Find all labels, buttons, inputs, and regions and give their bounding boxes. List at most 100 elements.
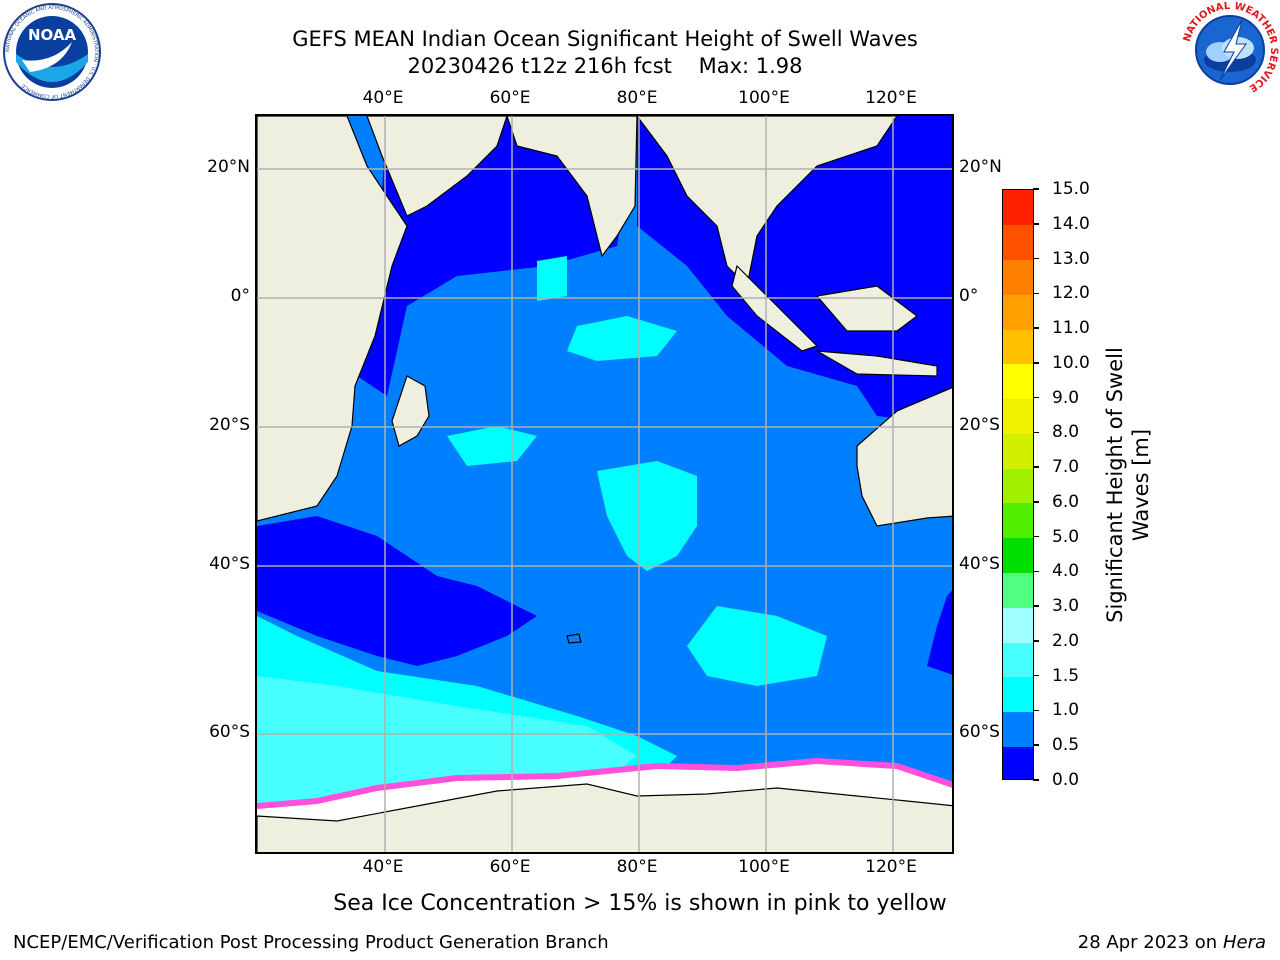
colorbar-tick-label: 1.0 [1052,700,1080,721]
colorbar-tick [1033,570,1039,573]
lon-label-top-80e: 80°E [616,88,658,108]
lon-label-bottom-60e: 60°E [489,857,531,877]
lon-label-top-60e: 60°E [489,88,531,108]
land-africa [257,116,408,522]
map-grid [257,116,952,852]
sea-ice-note: Sea Ice Concentration > 15% is shown in … [333,891,947,916]
footer-date: 28 Apr 2023 on Hera [1078,932,1266,953]
land-india [506,116,638,258]
colorbar-segment [1003,676,1033,713]
colorbar-tick-label: 5.0 [1052,526,1080,547]
colorbar-tick [1033,640,1039,642]
map-svg [257,116,952,852]
colorbar-tick [1033,257,1039,260]
footer-host: Hera [1222,932,1266,953]
colorbar-segment [1003,607,1033,643]
lat-label-left-40s: 40°S [209,554,250,574]
colorbar-tick-label: 2.0 [1052,630,1080,651]
colorbar-segment [1003,711,1033,747]
colorbar-title: Significant Height of Swell Waves [m] [1102,305,1154,665]
land-kerguelen [566,633,582,644]
lat-label-right-60s: 60°S [959,722,1000,742]
land-sumatra [731,264,819,352]
lat-label-right-40s: 40°S [959,554,1000,574]
footer-date-text: 28 Apr 2023 on [1077,932,1223,953]
colorbar-tick [1033,188,1039,190]
colorbar-tick [1033,466,1039,468]
colorbar-title-line2: Waves [m] [1129,428,1153,542]
colorbar-tick-label: 0.5 [1052,735,1080,756]
sea-ice-edge [257,757,952,809]
colorbar-tick [1033,605,1039,607]
lon-label-bottom-120e: 120°E [865,857,917,877]
colorbar-tick [1033,744,1039,746]
lat-label-right-20s: 20°S [959,415,1000,435]
colorbar-tick [1033,327,1039,329]
colorbar-tick [1033,709,1039,712]
colorbar-tick-label: 11.0 [1052,318,1090,339]
colorbar-tick [1033,779,1039,781]
land-masses [257,116,952,852]
colorbar-tick [1033,362,1039,364]
lat-label-left-0: 0° [230,286,250,306]
colorbar-segment [1003,363,1033,400]
colorbar-tick [1033,431,1039,434]
lon-label-bottom-40e: 40°E [362,857,404,877]
lat-label-right-0: 0° [959,286,979,306]
colorbar-tick [1033,501,1039,503]
colorbar-segment [1003,572,1033,608]
lon-label-bottom-100e: 100°E [738,857,790,877]
colorbar-segment [1003,190,1033,226]
land-se-asia [636,116,898,288]
noaa-logo-icon: NOAA NATIONAL OCEANIC AND ATMOSPHERIC AD… [3,3,101,101]
colorbar-segment [1003,224,1033,261]
colorbar-tick-label: 15.0 [1052,179,1090,199]
land-madagascar [391,375,430,447]
colorbar-segment [1003,398,1033,434]
colorbar-tick-label: 14.0 [1052,213,1090,234]
lon-label-top-100e: 100°E [738,88,790,108]
colorbar-segment [1003,537,1033,573]
colorbar-tick-label: 4.0 [1052,561,1080,582]
colorbar-tick [1033,674,1039,677]
lat-label-left-20s: 20°S [209,415,250,435]
colorbar-tick-label: 6.0 [1052,491,1080,512]
colorbar-tick-label: 12.0 [1052,283,1090,304]
colorbar-tick-label: 3.0 [1052,596,1080,617]
colorbar-segment [1003,641,1033,678]
lon-label-top-40e: 40°E [362,88,404,108]
lon-label-top-120e: 120°E [865,88,917,108]
colorbar-tick-label: 13.0 [1052,248,1090,269]
lat-label-left-20n: 20°N [207,157,250,177]
nws-logo-icon: NATIONAL WEATHER SERVICE [1182,1,1279,96]
map-panel [255,114,954,854]
colorbar-segment [1003,468,1033,504]
colorbar-tick [1033,535,1039,538]
colorbar-tick-label: 9.0 [1052,387,1080,408]
colorbar-tick [1033,223,1039,225]
noaa-logo-text: NOAA [28,26,77,44]
chart-subtitle: 20230426 t12z 216h fcst Max: 1.98 [407,54,803,78]
colorbar-tick-label: 10.0 [1052,352,1090,373]
colorbar [1002,189,1034,780]
colorbar-tick-label: 7.0 [1052,457,1080,478]
colorbar-segment [1003,329,1033,365]
colorbar-tick [1033,292,1039,295]
colorbar-segment [1003,746,1033,779]
colorbar-segment [1003,259,1033,295]
land-java [816,350,938,377]
colorbar-tick [1033,396,1039,399]
land-antarctica [257,783,952,852]
colorbar-segment [1003,294,1033,330]
lat-label-right-20n: 20°N [959,157,1002,177]
colorbar-segment [1003,433,1033,469]
colorbar-tick-label: 8.0 [1052,422,1080,443]
colorbar-tick-label: 1.5 [1052,665,1080,686]
colorbar-segment [1003,502,1033,539]
colorbar-title-line1: Significant Height of Swell [1103,347,1127,623]
colorbar-tick-label: 0.0 [1052,770,1080,790]
lon-label-bottom-80e: 80°E [616,857,658,877]
land-australia [856,387,952,527]
chart-title: GEFS MEAN Indian Ocean Significant Heigh… [292,27,918,51]
lat-label-left-60s: 60°S [209,722,250,742]
